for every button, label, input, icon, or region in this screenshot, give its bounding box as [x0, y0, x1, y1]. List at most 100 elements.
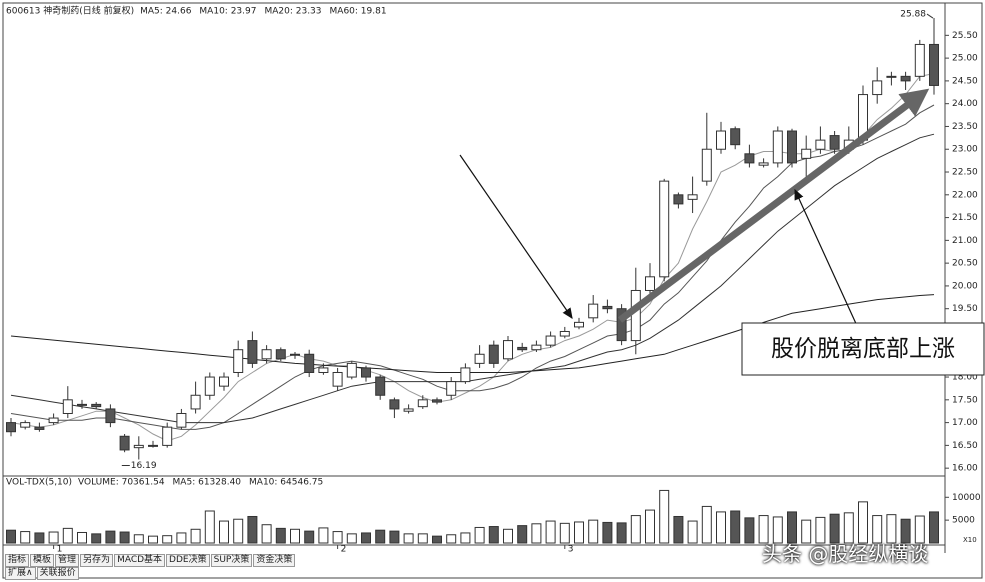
y-tick-label: 20.50 — [952, 259, 978, 269]
y-tick-label: 20.00 — [952, 281, 978, 291]
candle-body — [290, 353, 300, 356]
candle-body — [361, 367, 371, 378]
tab[interactable]: 关联报价 — [36, 567, 79, 580]
candle-body — [474, 353, 485, 364]
toolbar: 指标 模板 管理 另存为 MACD基本 DDE决策 SUP决策 资金决策 — [5, 554, 296, 567]
volume-bar — [119, 531, 130, 544]
annotation-box — [741, 322, 985, 376]
chart-title: 600613 神奇制药(日线 前复权) — [6, 5, 134, 17]
tab[interactable]: 指标 — [5, 554, 30, 567]
toolbar: 扩展∧ 关联报价 — [5, 567, 80, 580]
candle-body — [659, 180, 670, 278]
volume-bar — [474, 526, 485, 544]
tab[interactable]: 另存为 — [80, 554, 114, 567]
tab[interactable]: DDE决策 — [166, 554, 210, 567]
volume-bar — [77, 531, 87, 544]
volume-legend: MA5: 61328.40 — [173, 478, 242, 488]
candle-body — [801, 148, 812, 159]
candle-body — [886, 75, 897, 78]
volume-bar — [858, 501, 868, 544]
tab[interactable]: 模板 — [30, 554, 55, 567]
tab[interactable]: 管理 — [55, 554, 80, 567]
candle-body — [261, 349, 272, 360]
candle-body — [446, 381, 457, 396]
candle-body — [616, 308, 627, 342]
candle-body — [403, 408, 414, 412]
legend-entry: MA10: 23.97 — [199, 7, 256, 17]
candle-body — [701, 148, 712, 182]
volume-bar — [290, 528, 300, 544]
volume-bar — [346, 533, 357, 544]
y-tick-label: 23.50 — [952, 122, 978, 132]
volume-bar — [148, 535, 158, 544]
volume-bar — [403, 533, 414, 544]
legend-entry: MA5: 24.66 — [140, 7, 192, 17]
x-tick-label: 1 — [57, 545, 63, 555]
volume-bar — [20, 531, 31, 544]
volume-bar — [602, 521, 613, 544]
legend-entry: MA60: 19.81 — [330, 7, 387, 17]
candle-body — [787, 130, 797, 164]
tab[interactable]: SUP决策 — [210, 554, 253, 567]
candle-body — [432, 399, 442, 403]
tab[interactable]: MACD基本 — [114, 554, 166, 567]
candle-body — [375, 376, 386, 396]
y-tick-label: 18.00 — [952, 373, 978, 383]
volume-bar — [588, 519, 599, 544]
tab[interactable]: 资金决策 — [253, 554, 296, 567]
volume-bar — [389, 530, 400, 544]
volume-bar — [488, 526, 499, 544]
volume-bar — [91, 533, 102, 544]
y-tick-label: 22.50 — [952, 168, 978, 178]
candle-body — [602, 305, 613, 310]
volume-bar — [261, 524, 272, 544]
volume-bar — [105, 530, 116, 544]
candle-body — [559, 330, 570, 337]
candle-body — [730, 128, 741, 146]
volume-bar — [361, 532, 371, 544]
candle-body — [914, 43, 925, 77]
candle-body — [517, 346, 528, 351]
candle-body — [687, 194, 698, 200]
volume-bar — [630, 515, 641, 544]
legend-entry: MA20: 23.33 — [264, 7, 321, 17]
volume-bar — [559, 522, 570, 544]
candle-body — [630, 289, 641, 342]
volume-bar — [304, 530, 315, 544]
candle-body — [829, 135, 840, 150]
volume-bar — [204, 510, 215, 544]
candle-body — [503, 340, 513, 360]
volume-bar — [275, 527, 286, 544]
volume-bar — [545, 520, 556, 544]
y-tick-label: 16.00 — [952, 464, 978, 474]
volume-bar — [133, 534, 144, 544]
tab[interactable]: 扩展∧ — [5, 567, 36, 580]
candle-body — [588, 303, 599, 319]
candle-body — [545, 335, 556, 346]
volume-bar — [176, 532, 187, 544]
x-tick-label: 2 — [341, 545, 347, 555]
volume-bar — [531, 523, 542, 544]
y-tick-label: 19.50 — [952, 304, 978, 314]
volume-bar — [929, 511, 939, 544]
candle-body — [929, 43, 939, 86]
y-tick-label: 24.00 — [952, 99, 978, 109]
candle-body — [34, 426, 45, 430]
candle-body — [105, 408, 116, 424]
volume-bar — [233, 518, 244, 544]
y-tick-label: 16.50 — [952, 441, 978, 451]
candle-body — [716, 130, 726, 150]
plot: MA5: 24.66 MA10: 23.97 MA20: 23.33 MA60: 19… — [6, 7, 981, 555]
watermark: 头条 @股经纵横谈 — [762, 542, 929, 566]
volume-bar — [446, 534, 457, 544]
candle-body — [148, 444, 158, 447]
volume-bar — [687, 520, 698, 544]
volume-bar — [417, 533, 428, 544]
candle-body — [48, 417, 59, 424]
volume-bar — [432, 535, 442, 544]
candle-body — [6, 422, 16, 433]
candle-body — [190, 394, 201, 410]
candle-body — [772, 130, 783, 164]
blank-box — [337, 100, 578, 153]
